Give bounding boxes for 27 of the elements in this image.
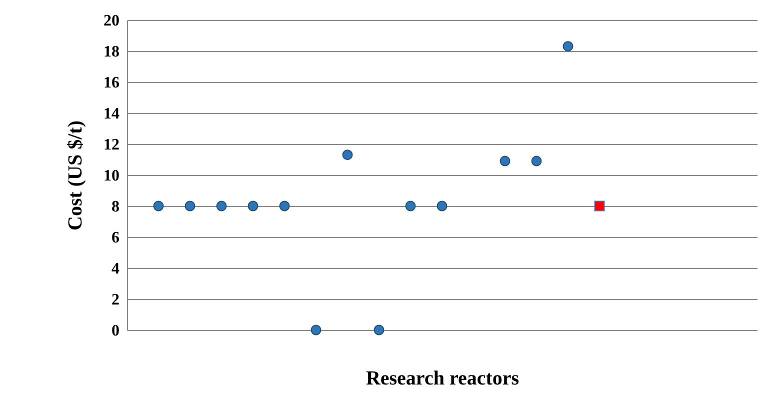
point (310, 324, 322, 336)
y-tick-label: 4 (112, 260, 120, 278)
point (279, 200, 290, 212)
y-axis-title: Cost (US $/t) (64, 120, 86, 230)
point (405, 200, 416, 212)
y-tick-label: 20 (104, 12, 120, 30)
y-tick-label: 8 (112, 198, 120, 216)
y-tick-label: 0 (112, 322, 120, 340)
point (562, 41, 574, 52)
point (531, 156, 542, 166)
y-tick-label: 10 (104, 168, 120, 184)
point (436, 200, 448, 212)
point (500, 156, 510, 166)
point (374, 324, 384, 336)
y-tick-label: 14 (104, 106, 120, 122)
point (342, 150, 353, 160)
x-axis-title: Research reactors (366, 368, 520, 390)
point (248, 200, 258, 212)
point (594, 200, 605, 212)
y-tick-label: 12 (104, 136, 120, 154)
point (184, 200, 196, 212)
y-tick-label: 16 (104, 74, 120, 92)
y-tick-label: 2 (112, 292, 120, 308)
y-tick-label: 18 (104, 44, 120, 60)
point (153, 200, 164, 212)
y-tick-label: 6 (112, 230, 120, 246)
point (216, 200, 227, 212)
